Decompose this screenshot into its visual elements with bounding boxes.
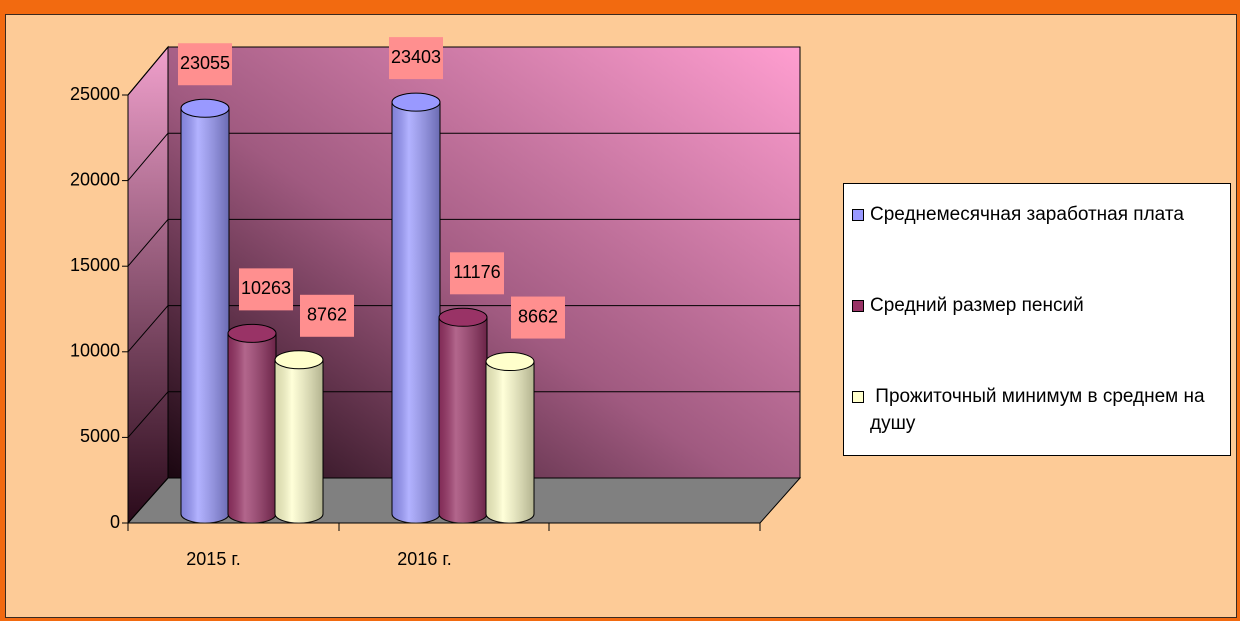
data-label-box <box>511 296 565 339</box>
legend-entry: Прожиточный минимум в среднем на душу <box>852 383 1224 437</box>
legend-label: Среднемесячная заработная плата <box>870 204 1184 225</box>
legend-entry: Средний размер пенсий <box>852 292 1224 319</box>
data-label: 8762 <box>307 305 347 325</box>
grid-line <box>127 219 169 267</box>
y-tick-label: 10000 <box>70 341 120 361</box>
cylinder-shade <box>181 108 229 524</box>
data-label-group: 8762 <box>300 294 354 337</box>
data-label-box <box>178 43 232 86</box>
cylinder-top <box>391 92 441 112</box>
data-label-group: 8662 <box>511 296 565 339</box>
data-label: 10263 <box>241 278 291 298</box>
data-label-box <box>389 37 443 80</box>
legend-swatch <box>852 300 864 312</box>
cylinder-top <box>438 307 488 327</box>
legend-label: Средний размер пенсий <box>870 295 1084 316</box>
cylinder-top <box>485 352 535 372</box>
data-label-box <box>239 268 293 311</box>
grid-line <box>127 391 169 438</box>
data-label-group: 11176 <box>450 252 504 295</box>
cylinder-top <box>227 323 277 343</box>
y-tick-label: 15000 <box>70 255 120 275</box>
y-tick-label: 0 <box>110 512 120 532</box>
grid-line <box>127 305 169 353</box>
cylinder-top <box>274 350 324 370</box>
data-label-group: 23055 <box>178 43 232 86</box>
y-tick-label: 5000 <box>80 426 120 446</box>
data-label: 8662 <box>518 306 558 326</box>
x-tick-label: 2016 г. <box>397 549 451 569</box>
data-label-group: 23403 <box>389 37 443 80</box>
cylinder-top <box>180 98 230 118</box>
x-tick-label: 2015 г. <box>186 549 240 569</box>
data-label: 23403 <box>391 47 441 67</box>
grid-line <box>127 477 169 524</box>
legend-entry: Среднемесячная заработная плата <box>852 201 1224 228</box>
data-label: 11176 <box>453 262 500 282</box>
cylinder-shade <box>392 102 440 523</box>
y-tick-label: 25000 <box>70 84 120 104</box>
legend-swatch <box>852 391 864 403</box>
cylinder-shade <box>439 317 487 523</box>
grid-line <box>127 46 169 96</box>
legend-label: Прожиточный минимум в среднем на душу <box>870 386 1210 434</box>
data-label-group: 10263 <box>239 268 293 311</box>
cylinder-shade <box>275 359 323 523</box>
data-label-box <box>300 294 354 337</box>
data-label: 23055 <box>180 53 230 73</box>
left-wall <box>127 45 169 525</box>
y-tick-label: 20000 <box>70 169 120 189</box>
data-label-box <box>450 252 504 295</box>
cylinder-shade <box>486 361 534 523</box>
cylinder-shade <box>228 333 276 523</box>
legend-swatch <box>852 209 864 221</box>
grid-line <box>127 132 169 181</box>
legend: Среднемесячная заработная плата Средний р… <box>843 183 1231 456</box>
